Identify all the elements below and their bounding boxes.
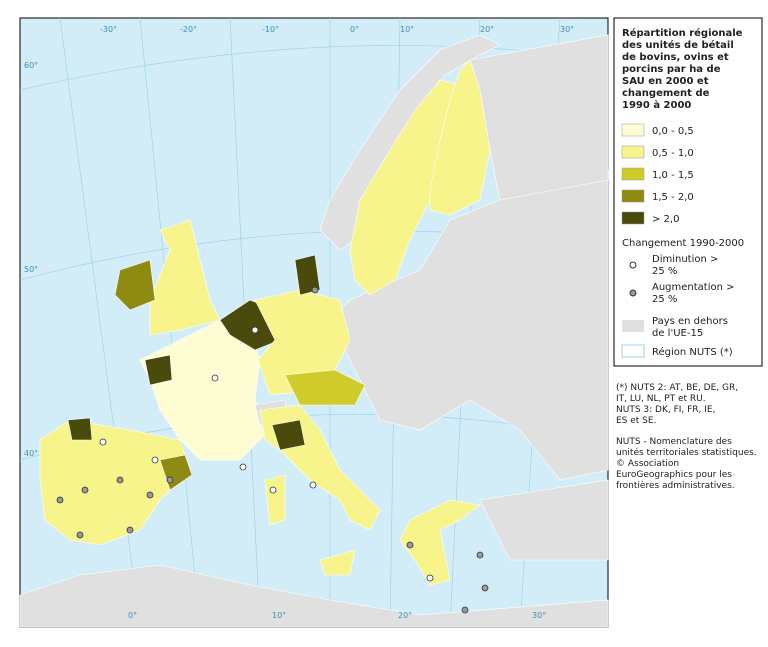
legend-label: Augmentation > — [652, 282, 735, 293]
note: NUTS - Nomenclature des — [616, 437, 732, 447]
legend-title: des unités de bétail — [622, 39, 734, 51]
note: EuroGeographics pour les — [616, 470, 732, 480]
graticule-label: 10° — [272, 611, 286, 620]
legend-title: porcins par ha de — [622, 64, 721, 75]
legend-label: de l'UE-15 — [652, 328, 703, 339]
legend-swatch — [621, 123, 645, 137]
legend-swatch — [622, 320, 644, 332]
note: IT, LU, NL, PT et RU. — [616, 394, 706, 404]
legend-title: changement de — [622, 88, 710, 99]
legend-dot — [629, 289, 637, 297]
legend-swatch — [621, 189, 645, 203]
note: © Association — [616, 459, 679, 469]
legend-dot — [629, 261, 637, 269]
graticule-label: 10° — [400, 25, 414, 34]
legend-label: Diminution > — [652, 254, 718, 265]
note: unités territoriales statistiques. — [616, 447, 757, 458]
graticule-label: 60° — [24, 61, 38, 70]
graticule-label: -30° — [100, 25, 117, 34]
graticule-label: 20° — [398, 611, 412, 620]
note: NUTS 3: DK, FI, FR, IE, — [616, 405, 715, 415]
legend-title: Répartition régionale — [622, 27, 743, 39]
legend-label: Pays en dehors — [652, 316, 728, 327]
legend-swatch — [621, 145, 645, 159]
graticule-label: 0° — [350, 25, 359, 34]
graticule-label: 30° — [560, 25, 574, 34]
graticule-label: 40° — [24, 449, 38, 458]
legend-label: 1,5 - 2,0 — [652, 192, 694, 203]
change-dots — [56, 286, 489, 614]
legend-swatch — [621, 167, 645, 181]
legend-swatch — [621, 344, 645, 358]
note: (*) NUTS 2: AT, BE, DE, GR, — [616, 383, 738, 393]
graticule-label: 0° — [128, 611, 137, 620]
note: frontières administratives. — [616, 480, 735, 491]
legend-subtitle: Changement 1990-2000 — [622, 238, 744, 249]
graticule-label: 30° — [532, 611, 546, 620]
graticule-label: -20° — [180, 25, 197, 34]
legend-title: 1990 à 2000 — [622, 99, 691, 111]
legend-label: 25 % — [652, 294, 677, 305]
legend-title: de bovins, ovins et — [622, 52, 729, 63]
legend-swatch — [621, 211, 645, 225]
legend-label: 0,5 - 1,0 — [652, 148, 694, 159]
graticule-label: 50° — [24, 265, 38, 274]
legend-label: 25 % — [652, 266, 677, 277]
legend-label: Région NUTS (*) — [652, 346, 733, 358]
legend-label: > 2,0 — [652, 214, 679, 225]
legend-label: 1,0 - 1,5 — [652, 170, 694, 181]
land — [19, 34, 609, 628]
legend-label: 0,0 - 0,5 — [652, 126, 694, 137]
legend-title: SAU en 2000 et — [622, 76, 709, 87]
graticule-label: -10° — [262, 25, 279, 34]
note: ES et SE. — [616, 416, 656, 426]
graticule-label: 20° — [480, 25, 494, 34]
